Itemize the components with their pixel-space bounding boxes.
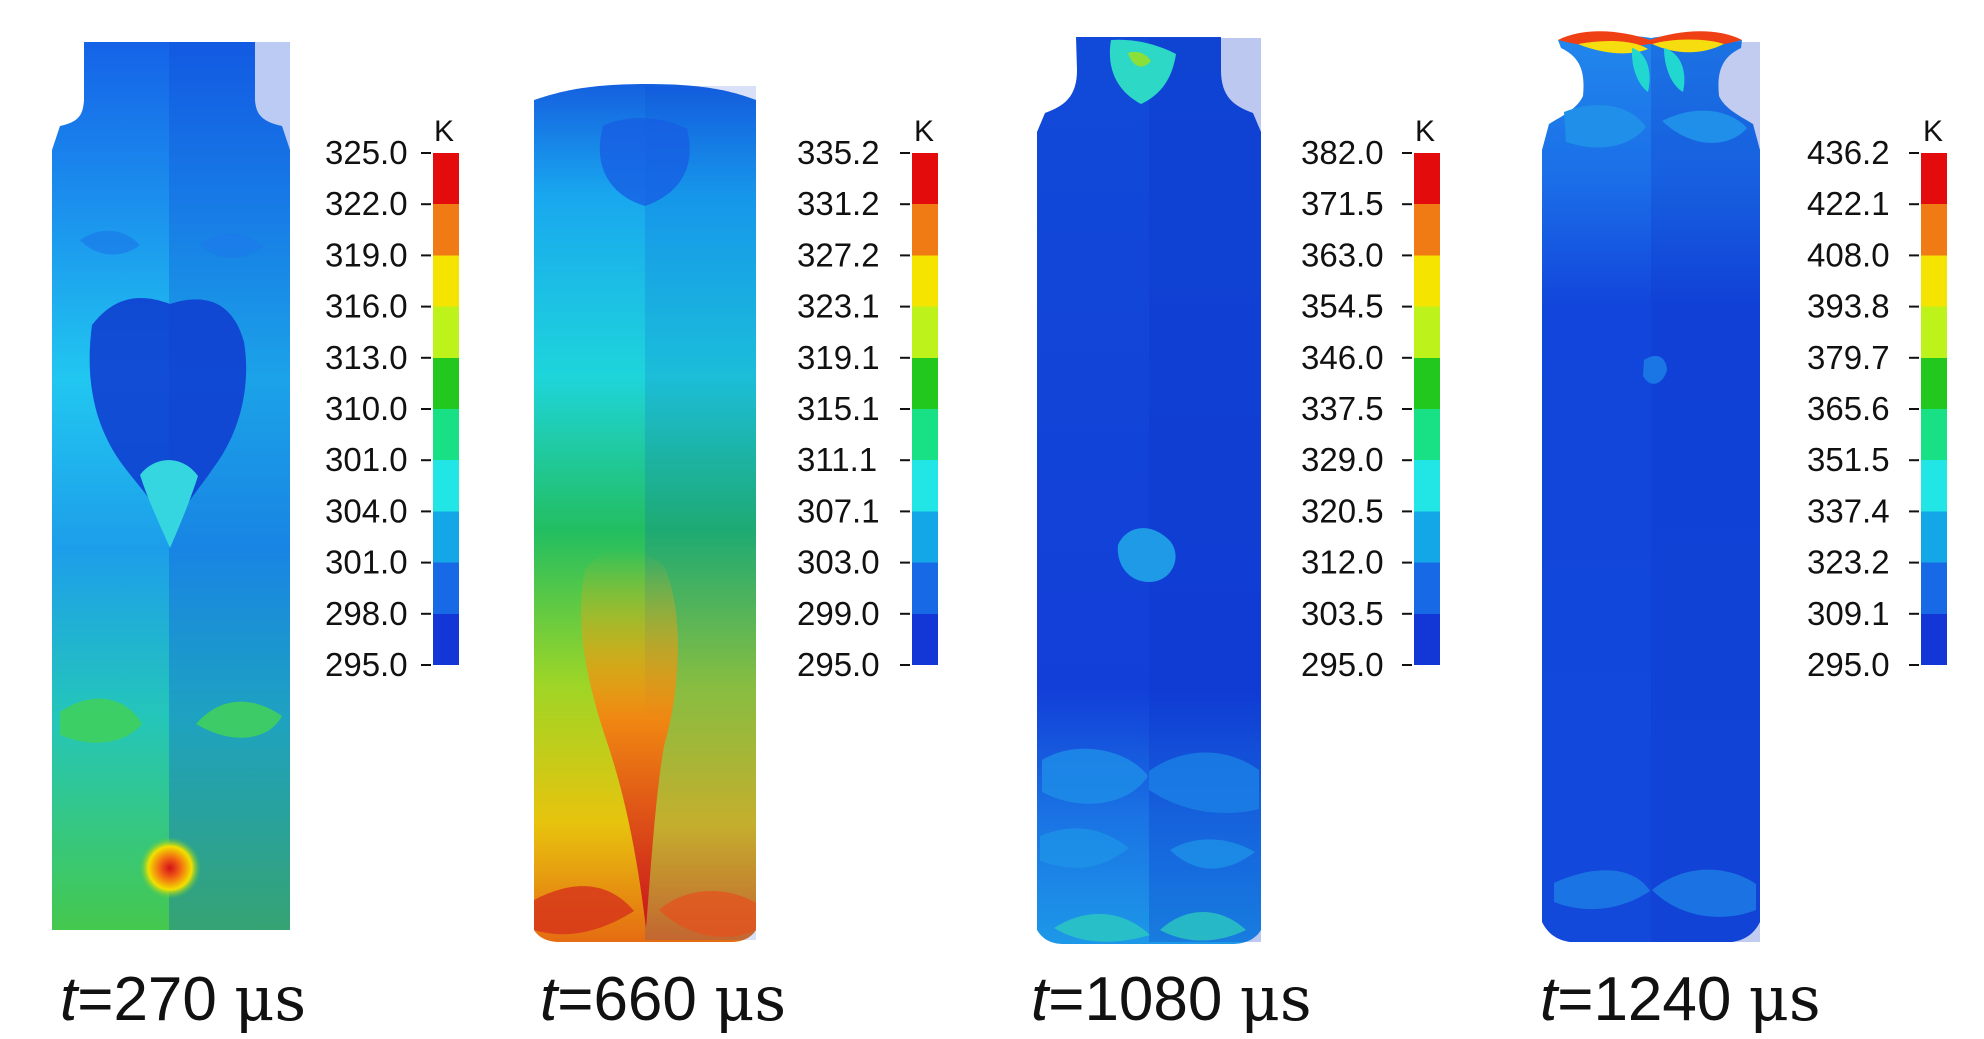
legend-value-panel-3: 337.5 xyxy=(1301,390,1384,427)
legend-value-panel-2: 307.1 xyxy=(797,492,880,529)
legend-text-layer: K 325.0 322.0 319.0 316.0 313.0 310.0 301.0 304.… xyxy=(325,115,1943,683)
legend-value-panel-3: 320.5 xyxy=(1301,492,1384,529)
legend-value-panel-4: 393.8 xyxy=(1807,288,1890,325)
legend-value-panel-1: 298.0 xyxy=(325,595,408,632)
legend-value-panel-4: 408.0 xyxy=(1807,236,1890,273)
legend-value-panel-1: 313.0 xyxy=(325,339,408,376)
legend-value-panel-3: 329.0 xyxy=(1301,441,1384,478)
legend-value-panel-2: 311.1 xyxy=(797,441,877,478)
panel-2-contour xyxy=(534,84,756,942)
legend-value-panel-4: 295.0 xyxy=(1807,646,1890,683)
legend-value-panel-2: 335.2 xyxy=(797,134,880,171)
legend-value-panel-4: 379.7 xyxy=(1807,339,1890,376)
legend-value-panel-2: 331.2 xyxy=(797,185,880,222)
legend-value-panel-1: 301.0 xyxy=(325,441,408,478)
legend-unit-panel-2: K xyxy=(914,115,934,148)
legend-panel-1 xyxy=(433,153,459,665)
legend-panel-4 xyxy=(1921,153,1947,665)
time-label-panel-1: t=270 μs xyxy=(60,962,306,1035)
time-label-panel-3: t=1080 μs xyxy=(1031,962,1312,1035)
legend-unit-panel-1: K xyxy=(434,115,454,148)
legend-unit-panel-4: K xyxy=(1923,115,1943,148)
legend-value-panel-3: 295.0 xyxy=(1301,646,1384,683)
legend-value-panel-4: 309.1 xyxy=(1807,595,1890,632)
legend-value-panel-1: 319.0 xyxy=(325,236,408,273)
legend-value-panel-2: 303.0 xyxy=(797,544,880,581)
legend-value-panel-2: 319.1 xyxy=(797,339,880,376)
legend-value-panel-2: 299.0 xyxy=(797,595,880,632)
legend-value-panel-4: 323.2 xyxy=(1807,544,1890,581)
panel-3-contour xyxy=(1037,37,1261,944)
legend-value-panel-4: 365.6 xyxy=(1807,390,1890,427)
legend-value-panel-4: 422.1 xyxy=(1807,185,1890,222)
legend-value-panel-3: 303.5 xyxy=(1301,595,1384,632)
legend-panel-3 xyxy=(1414,153,1440,665)
legend-value-panel-2: 295.0 xyxy=(797,646,880,683)
legend-value-panel-2: 323.1 xyxy=(797,288,880,325)
legend-value-panel-1: 301.0 xyxy=(325,544,408,581)
legend-value-panel-3: 354.5 xyxy=(1301,288,1384,325)
time-label-panel-4: t=1240 μs xyxy=(1540,962,1821,1035)
legend-value-panel-1: 325.0 xyxy=(325,134,408,171)
legend-value-panel-1: 304.0 xyxy=(325,492,408,529)
legend-value-panel-1: 295.0 xyxy=(325,646,408,683)
legend-value-panel-1: 322.0 xyxy=(325,185,408,222)
legend-value-panel-4: 337.4 xyxy=(1807,492,1890,529)
legend-value-panel-4: 351.5 xyxy=(1807,441,1890,478)
legend-value-panel-1: 316.0 xyxy=(325,288,408,325)
legend-value-panel-1: 310.0 xyxy=(325,390,408,427)
panel-4-contour xyxy=(1542,31,1760,943)
legend-value-panel-3: 382.0 xyxy=(1301,134,1384,171)
legend-value-panel-4: 436.2 xyxy=(1807,134,1890,171)
panel-1-contour xyxy=(52,42,290,930)
legend-value-panel-3: 346.0 xyxy=(1301,339,1384,376)
legend-value-panel-3: 312.0 xyxy=(1301,544,1384,581)
time-label-panel-2: t=660 μs xyxy=(540,962,786,1035)
legend-value-panel-3: 371.5 xyxy=(1301,185,1384,222)
legend-unit-panel-3: K xyxy=(1415,115,1435,148)
legend-value-panel-3: 363.0 xyxy=(1301,236,1384,273)
legend-value-panel-2: 315.1 xyxy=(797,390,880,427)
legend-value-panel-2: 327.2 xyxy=(797,236,880,273)
legend-panel-2 xyxy=(912,153,938,665)
